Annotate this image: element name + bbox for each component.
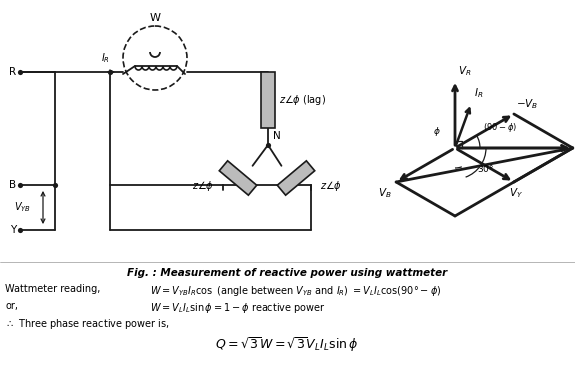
Text: $V_B$: $V_B$: [378, 186, 392, 200]
Text: $z\angle\phi$: $z\angle\phi$: [320, 179, 342, 193]
Text: $(90-\phi)$: $(90-\phi)$: [483, 121, 518, 135]
Text: $V_Y$: $V_Y$: [509, 186, 523, 200]
Text: $W = V_L I_L \sin\phi = 1-\phi$ reactive power: $W = V_L I_L \sin\phi = 1-\phi$ reactive…: [150, 301, 326, 315]
Text: Fig. : Measurement of reactive power using wattmeter: Fig. : Measurement of reactive power usi…: [127, 268, 447, 278]
Text: Wattmeter reading,: Wattmeter reading,: [5, 284, 101, 294]
Text: R: R: [9, 67, 16, 77]
Text: $z\angle\phi$: $z\angle\phi$: [192, 179, 214, 193]
Text: $V_{YB}$: $V_{YB}$: [14, 201, 31, 215]
Text: $-V_B$: $-V_B$: [516, 97, 538, 111]
Text: W: W: [150, 13, 160, 23]
Polygon shape: [219, 161, 256, 195]
Bar: [261, 72, 275, 128]
Text: N: N: [273, 131, 281, 141]
Text: Y: Y: [10, 225, 16, 235]
Text: $W = V_{YB}I_R\cos$ (angle between $V_{YB}$ and $I_R$) $= V_L I_L \cos(90°-\phi): $W = V_{YB}I_R\cos$ (angle between $V_{Y…: [150, 284, 442, 298]
Text: $I_R$: $I_R$: [101, 51, 110, 65]
Text: $I_R$: $I_R$: [474, 87, 484, 100]
Text: or,: or,: [5, 301, 18, 311]
Polygon shape: [277, 161, 315, 195]
Text: $\therefore$ Three phase reactive power is,: $\therefore$ Three phase reactive power …: [5, 317, 170, 331]
Text: B: B: [9, 180, 16, 190]
Text: $Q = \sqrt{3}W = \sqrt{3}V_L I_L \sin\phi$: $Q = \sqrt{3}W = \sqrt{3}V_L I_L \sin\ph…: [215, 335, 359, 354]
Text: $30°$: $30°$: [477, 163, 494, 174]
Text: $\phi$: $\phi$: [433, 125, 441, 139]
Text: $V_R$: $V_R$: [458, 64, 472, 78]
Text: $z\angle\phi$ (lag): $z\angle\phi$ (lag): [279, 93, 326, 107]
